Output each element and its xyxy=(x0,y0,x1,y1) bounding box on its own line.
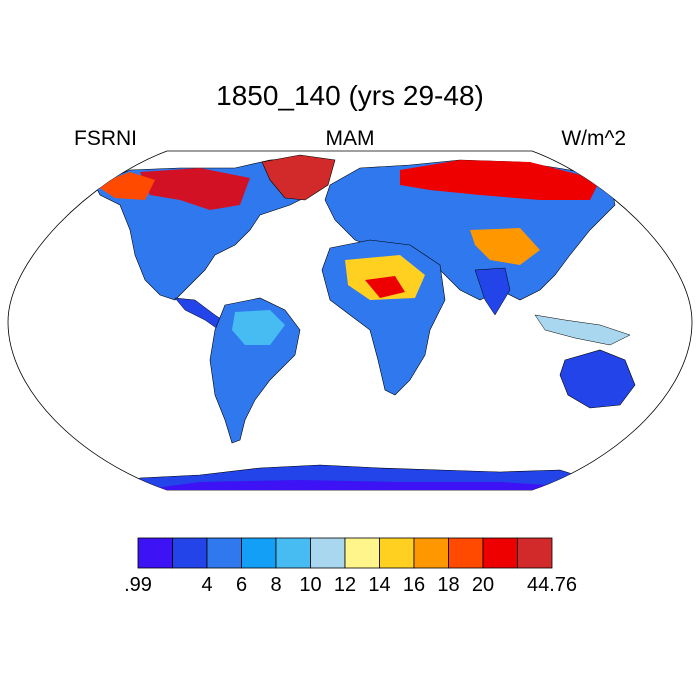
variable-label: FSRNI xyxy=(74,127,137,150)
land-greenland xyxy=(261,154,336,201)
land-sahara-hot xyxy=(365,276,405,298)
colorbar-swatch xyxy=(172,537,208,569)
colorbar-tick-label: 4 xyxy=(201,574,213,596)
land-antarctica-interior xyxy=(140,480,560,490)
colorbar-tick-label: 6 xyxy=(235,574,248,596)
colorbar-tick-label: .99 xyxy=(124,574,152,596)
land-central-asia xyxy=(470,228,540,265)
season-label: MAM xyxy=(325,127,375,150)
colorbar-swatch xyxy=(206,537,242,569)
units-label: W/m^2 xyxy=(561,127,626,150)
colorbar-tick-label: 44.76 xyxy=(526,574,578,596)
colorbar-swatch xyxy=(413,537,449,569)
plot-title: 1850_140 (yrs 29-48) xyxy=(216,80,484,111)
colorbar-tick-label: 8 xyxy=(270,574,282,596)
colorbar-swatch xyxy=(448,537,484,569)
colorbar-tick-label: 12 xyxy=(333,574,357,596)
colorbar-tick-label: 18 xyxy=(437,574,460,596)
colorbar-tick-label: 14 xyxy=(368,574,391,596)
colorbar-tick-label: 20 xyxy=(471,574,495,596)
land-australia xyxy=(559,349,636,409)
land-indonesia xyxy=(534,314,631,346)
colorbar-swatch xyxy=(517,537,553,569)
colorbar-swatch xyxy=(241,537,277,569)
land-canada-arctic xyxy=(140,168,250,210)
land-amazon xyxy=(232,310,285,345)
land-india xyxy=(474,267,511,316)
colorbar-tick-label: 10 xyxy=(299,574,322,596)
land-alaska xyxy=(95,172,155,200)
colorbar-swatch xyxy=(379,537,415,569)
colorbar-tick-label: 16 xyxy=(402,574,426,596)
colorbar-swatch xyxy=(310,537,346,569)
land-siberia xyxy=(400,160,600,200)
colorbar-swatch xyxy=(344,537,380,569)
colorbar-swatch xyxy=(482,537,518,569)
colorbar-swatch xyxy=(275,537,311,569)
colorbar-swatch xyxy=(137,537,173,569)
